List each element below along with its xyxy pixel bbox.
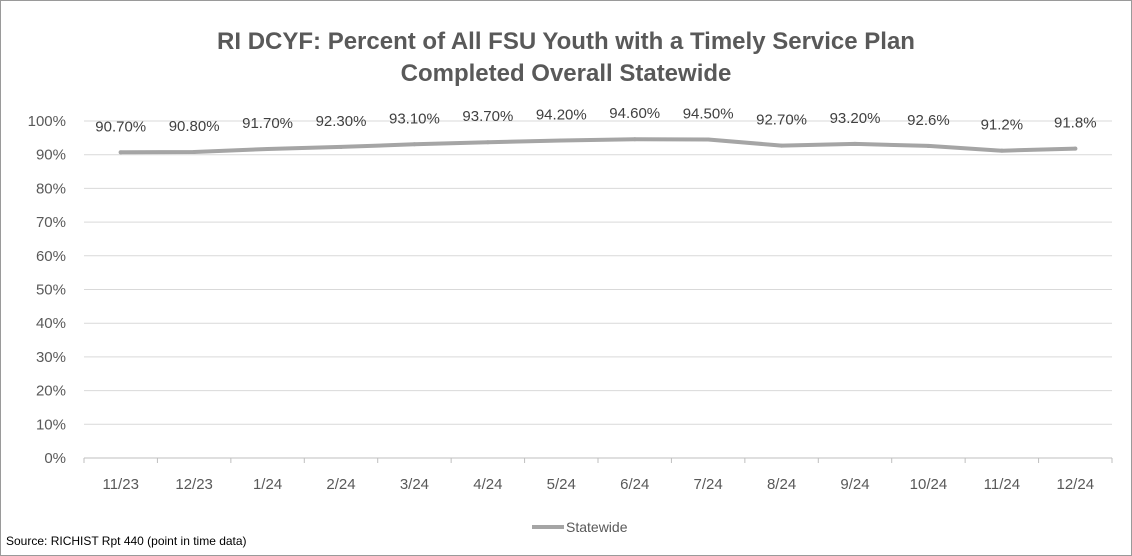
series-line-statewide bbox=[118, 137, 1078, 155]
data-point bbox=[485, 140, 490, 145]
data-label: 93.20% bbox=[830, 110, 881, 127]
y-tick-label: 40% bbox=[36, 315, 66, 332]
x-tick-label: 3/24 bbox=[400, 476, 429, 493]
data-label: 94.60% bbox=[609, 105, 660, 122]
x-tick-label: 5/24 bbox=[547, 476, 576, 493]
chart-title: RI DCYF: Percent of All FSU Youth with a… bbox=[0, 26, 1132, 90]
data-label: 93.10% bbox=[389, 110, 440, 127]
y-tick-label: 60% bbox=[36, 248, 66, 265]
data-label: 92.30% bbox=[316, 113, 367, 130]
data-point bbox=[1073, 146, 1078, 151]
legend-swatch-statewide bbox=[532, 525, 564, 529]
x-tick-label: 11/24 bbox=[984, 476, 1020, 493]
data-point bbox=[265, 146, 270, 151]
data-point bbox=[118, 150, 123, 155]
x-tick-label: 1/24 bbox=[253, 476, 282, 493]
y-tick-label: 100% bbox=[28, 113, 66, 130]
x-tick-label: 12/23 bbox=[175, 476, 213, 493]
data-label: 94.20% bbox=[536, 107, 587, 124]
chart-title-line-2: Completed Overall Statewide bbox=[400, 60, 732, 87]
source-note: Source: RICHIST Rpt 440 (point in time d… bbox=[6, 534, 247, 548]
data-point bbox=[779, 143, 784, 148]
data-label: 91.8% bbox=[1054, 115, 1097, 132]
data-point bbox=[999, 148, 1004, 153]
data-label: 91.70% bbox=[242, 115, 293, 132]
y-tick-label: 20% bbox=[36, 383, 66, 400]
data-label: 90.70% bbox=[95, 118, 146, 135]
data-label: 92.6% bbox=[907, 112, 950, 129]
data-point bbox=[192, 150, 197, 155]
data-label: 93.70% bbox=[462, 108, 513, 125]
y-tick-label: 50% bbox=[36, 282, 66, 299]
data-label: 94.50% bbox=[683, 106, 734, 123]
data-point bbox=[632, 137, 637, 142]
legend-label-statewide: Statewide bbox=[566, 519, 628, 535]
data-label: 91.2% bbox=[981, 117, 1024, 134]
data-point bbox=[339, 144, 343, 149]
data-point bbox=[853, 141, 857, 146]
data-label: 92.70% bbox=[756, 112, 807, 129]
x-tick-label: 11/23 bbox=[102, 476, 138, 493]
x-tick-label: 8/24 bbox=[767, 476, 796, 493]
chart-title-line-1: RI DCYF: Percent of All FSU Youth with a… bbox=[217, 28, 915, 55]
data-point bbox=[706, 137, 711, 142]
x-tick-label: 2/24 bbox=[326, 476, 355, 493]
y-tick-label: 80% bbox=[36, 180, 66, 197]
y-tick-label: 10% bbox=[36, 416, 66, 433]
y-tick-label: 0% bbox=[44, 450, 66, 467]
x-tick-label: 6/24 bbox=[620, 476, 649, 493]
data-point bbox=[926, 143, 931, 148]
data-point bbox=[412, 142, 417, 147]
legend: Statewide bbox=[532, 518, 627, 536]
x-tick-label: 7/24 bbox=[694, 476, 723, 493]
x-tick-label: 12/24 bbox=[1057, 476, 1095, 493]
x-tick-label: 10/24 bbox=[910, 476, 948, 493]
y-tick-label: 70% bbox=[36, 214, 66, 231]
y-tick-label: 90% bbox=[36, 147, 66, 164]
data-point bbox=[559, 138, 564, 143]
data-label: 90.80% bbox=[169, 118, 220, 135]
x-tick-label: 4/24 bbox=[473, 476, 502, 493]
x-tick-label: 9/24 bbox=[840, 476, 869, 493]
y-tick-label: 30% bbox=[36, 349, 66, 366]
